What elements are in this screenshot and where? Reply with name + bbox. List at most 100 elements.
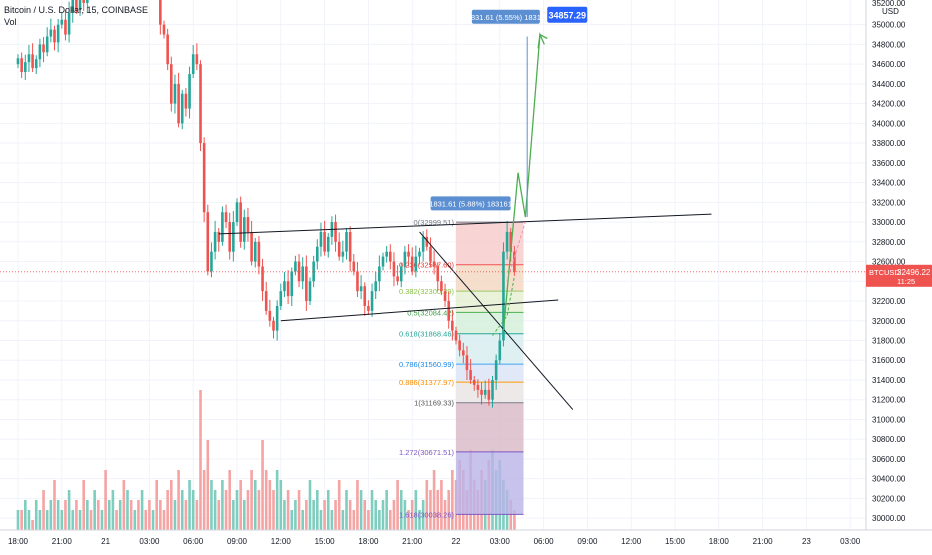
volume-bar bbox=[67, 490, 71, 530]
volume-bar bbox=[257, 490, 261, 530]
candle-body bbox=[305, 266, 308, 302]
volume-bar bbox=[239, 480, 242, 530]
volume-label: Vol bbox=[4, 17, 17, 27]
volume-bar bbox=[217, 500, 221, 530]
volume-bar bbox=[82, 480, 85, 530]
volume-bar bbox=[111, 490, 115, 530]
volume-bar bbox=[162, 510, 166, 530]
x-tick-label: 22 bbox=[452, 537, 461, 546]
fib-band bbox=[456, 312, 524, 334]
volume-bar bbox=[385, 490, 388, 530]
volume-bar bbox=[155, 480, 158, 530]
volume-bar bbox=[246, 490, 250, 530]
candle-body bbox=[199, 64, 202, 144]
fib-retracement[interactable]: 0(32999.51) 0.236(32567.60) 0.382(32300.39… bbox=[399, 218, 524, 519]
x-tick-label: 15:00 bbox=[665, 537, 686, 546]
candle-body bbox=[403, 251, 407, 267]
volume-bar bbox=[34, 500, 38, 530]
candle-body bbox=[491, 379, 494, 400]
fib-level-label: 0.886(31377.97) bbox=[399, 378, 455, 387]
y-tick-label: 33600.00 bbox=[872, 159, 906, 168]
volume-bar bbox=[410, 500, 414, 530]
y-tick-label: 34200.00 bbox=[872, 100, 906, 109]
drawings[interactable]: 1831.61 (5.55%) 18316 34857.29 1831.61 (5.… bbox=[218, 6, 712, 410]
volume-bar bbox=[268, 480, 272, 530]
candle-body bbox=[202, 143, 206, 213]
y-tick-label: 32800.00 bbox=[872, 238, 906, 247]
projection-path bbox=[502, 33, 548, 331]
volume-bar bbox=[184, 500, 188, 530]
candle-body bbox=[374, 281, 377, 292]
fib-band bbox=[456, 402, 524, 452]
candle-body bbox=[159, 0, 162, 25]
volume-bar bbox=[210, 480, 213, 530]
fib-level-label: 0.382(32300.39) bbox=[399, 287, 455, 296]
volume-bar bbox=[250, 470, 253, 530]
candle-body bbox=[326, 236, 330, 252]
y-tick-label: 31000.00 bbox=[872, 415, 906, 424]
candle-body bbox=[334, 222, 337, 242]
candle-body bbox=[16, 58, 20, 65]
volume-bar bbox=[159, 500, 162, 530]
candle-body bbox=[294, 261, 297, 272]
volume-bar bbox=[294, 500, 297, 530]
candle-body bbox=[206, 212, 210, 272]
candle-body bbox=[502, 251, 505, 341]
volume-bar bbox=[202, 470, 206, 530]
volume-bar bbox=[60, 510, 64, 530]
candle-body bbox=[173, 83, 177, 104]
volume-bar bbox=[308, 480, 312, 530]
candle-body bbox=[38, 44, 42, 60]
candle-body bbox=[352, 261, 356, 272]
candle-body bbox=[264, 291, 268, 311]
y-tick-label: 33200.00 bbox=[872, 198, 906, 207]
candle-body bbox=[356, 271, 359, 292]
x-tick-label: 09:00 bbox=[577, 537, 598, 546]
y-tick-label: 34800.00 bbox=[872, 40, 906, 49]
volume-bar bbox=[16, 510, 20, 530]
candle-body bbox=[45, 36, 49, 53]
volume-bar bbox=[221, 480, 224, 530]
candle-body bbox=[82, 0, 85, 3]
candle-body bbox=[513, 251, 516, 272]
candle-body bbox=[476, 384, 480, 390]
y-tick-label: 33400.00 bbox=[872, 179, 906, 188]
volume-bar bbox=[31, 520, 34, 530]
volume-bar bbox=[53, 480, 56, 530]
candle-body bbox=[414, 256, 418, 272]
target-box bbox=[547, 6, 588, 23]
candle-body bbox=[341, 251, 345, 257]
x-tick-label: 21 bbox=[101, 537, 110, 546]
volume-bar bbox=[140, 490, 144, 530]
candle-body bbox=[42, 44, 45, 53]
volume-bar bbox=[359, 490, 363, 530]
volume-bar bbox=[316, 490, 319, 530]
candle-body bbox=[188, 74, 191, 109]
volume-bar bbox=[392, 500, 396, 530]
lower-measure-label: 1831.61 (5.88%) 183161 bbox=[429, 199, 512, 208]
candle-body bbox=[253, 241, 257, 262]
price-badge bbox=[866, 264, 932, 287]
projection-arrowhead bbox=[537, 32, 545, 49]
candle-body bbox=[78, 0, 82, 10]
x-tick-label: 15:00 bbox=[315, 537, 336, 546]
volume-bar bbox=[71, 510, 75, 530]
volume-bar bbox=[148, 500, 151, 530]
x-tick-label: 03:00 bbox=[840, 537, 861, 546]
y-tick-label: 34400.00 bbox=[872, 80, 906, 89]
volume-bar bbox=[129, 500, 133, 530]
currency-label: USD bbox=[882, 7, 899, 16]
candle-body bbox=[232, 222, 235, 252]
volume-bar bbox=[235, 490, 239, 530]
volume-bar bbox=[243, 500, 246, 530]
volume-bar bbox=[104, 470, 107, 530]
y-tick-label: 34000.00 bbox=[872, 119, 906, 128]
price-badge-symbol: BTCUSD bbox=[869, 268, 900, 277]
volume-bar bbox=[326, 490, 330, 530]
volume-bar bbox=[195, 500, 199, 530]
candle-body bbox=[370, 291, 374, 311]
x-tick-label: 21:00 bbox=[52, 537, 73, 546]
candle-body bbox=[312, 261, 315, 282]
